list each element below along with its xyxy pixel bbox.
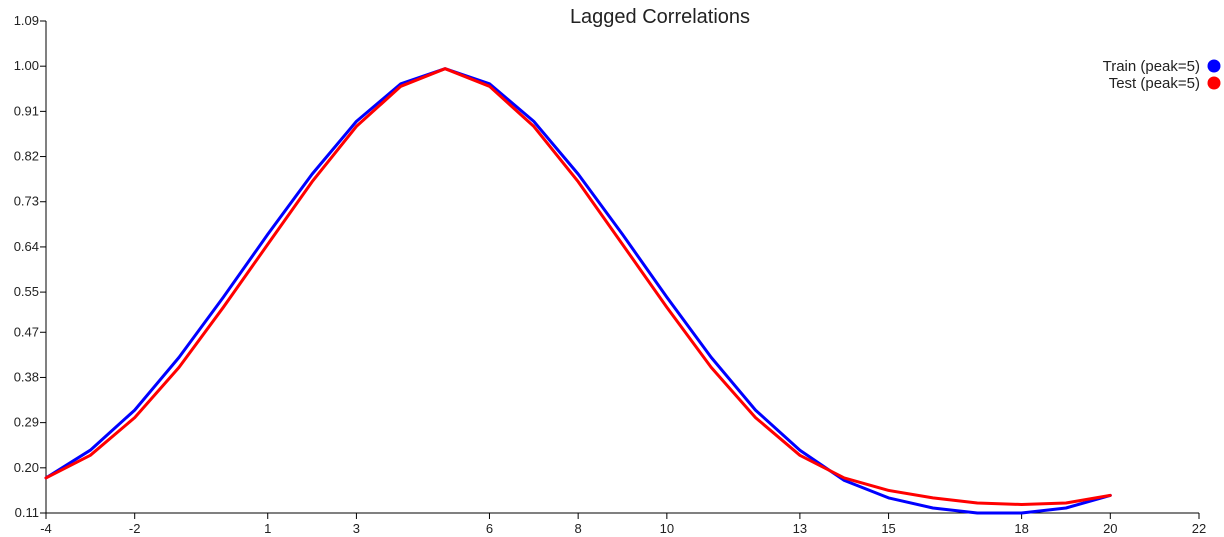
y-tick-label: 0.20: [14, 460, 39, 475]
legend-marker-train: [1207, 59, 1221, 73]
x-tick-label: 10: [660, 521, 674, 536]
x-tick-label: 13: [793, 521, 807, 536]
legend-marker-test: [1207, 76, 1221, 90]
y-tick-label: 0.91: [14, 103, 39, 118]
y-tick-label: 0.55: [14, 284, 39, 299]
x-tick-label: -4: [40, 521, 52, 536]
x-tick-label: 20: [1103, 521, 1117, 536]
x-tick-label: 15: [881, 521, 895, 536]
legend-label-test: Test (peak=5): [1109, 75, 1200, 92]
y-tick-label: 0.11: [15, 505, 39, 520]
y-tick-label: 0.82: [14, 149, 39, 164]
x-tick-label: 18: [1014, 521, 1028, 536]
series-lines: [44, 67, 1112, 515]
series-line-test: [44, 67, 1112, 506]
x-tick-label: 3: [353, 521, 360, 536]
y-tick-label: 0.38: [14, 369, 39, 384]
chart-title: Lagged Correlations: [570, 6, 750, 28]
y-tick-label: 1.09: [14, 13, 39, 28]
y-tick-label: 0.73: [14, 194, 39, 209]
x-tick-label: 22: [1192, 521, 1206, 536]
axes: 0.11 0.20 0.29 0.38 0.47 0.55 0.64 0.73 0.82 0.91…: [14, 13, 1207, 536]
legend: Train (peak=5)Test (peak=5): [1103, 58, 1221, 92]
y-tick-label: 0.29: [14, 415, 39, 430]
x-tick-label: 8: [575, 521, 582, 536]
series-line-train: [44, 67, 1112, 515]
y-tick-label: 0.47: [14, 324, 39, 339]
x-tick-label: 1: [264, 521, 271, 536]
x-tick-label: 6: [486, 521, 493, 536]
y-tick-label: 0.64: [14, 239, 39, 254]
legend-label-train: Train (peak=5): [1103, 58, 1200, 75]
x-tick-label: -2: [129, 521, 141, 536]
y-tick-label: 1.00: [14, 58, 39, 73]
